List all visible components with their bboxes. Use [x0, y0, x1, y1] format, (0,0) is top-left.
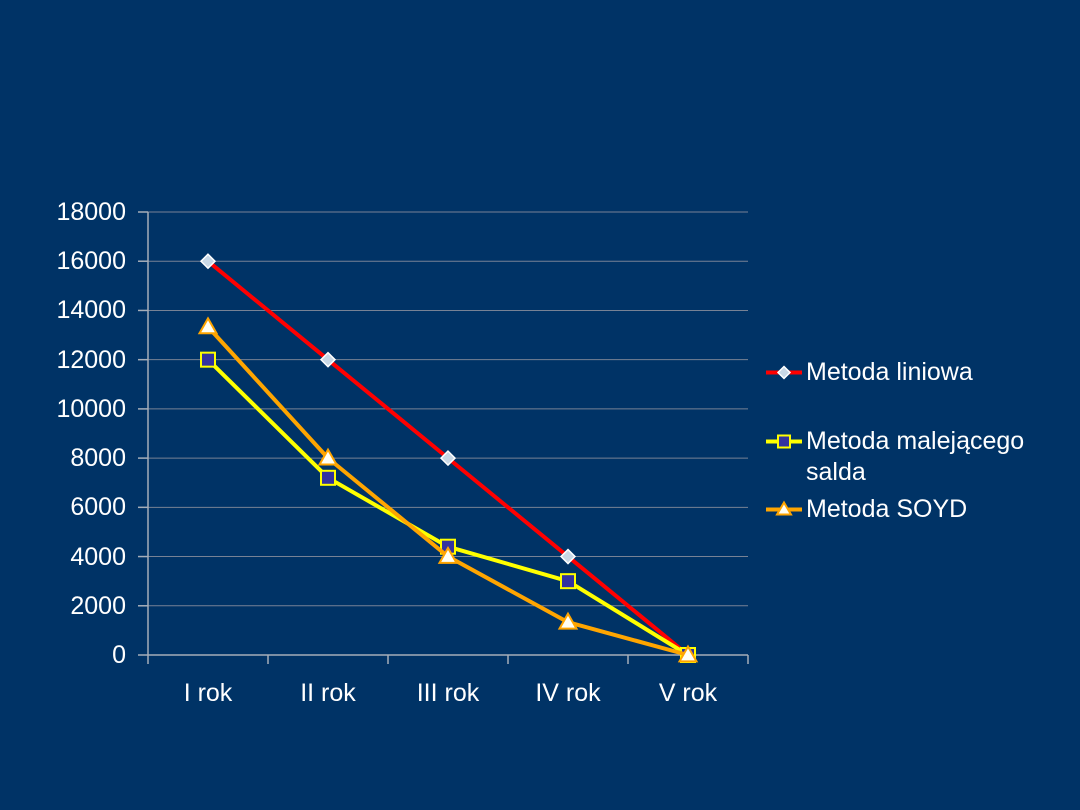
- square-marker: [320, 469, 336, 486]
- triangle-marker: [557, 611, 579, 630]
- diamond-marker: [199, 253, 217, 270]
- diamond-marker: [439, 450, 457, 467]
- square-marker: [560, 573, 576, 590]
- square-marker: [200, 351, 216, 368]
- triangle-marker: [197, 316, 219, 335]
- triangle-marker: [437, 546, 459, 564]
- triangle-marker: [677, 644, 699, 663]
- diamond-marker: [559, 548, 577, 565]
- triangle-marker: [317, 447, 339, 466]
- diamond-marker: [319, 351, 337, 368]
